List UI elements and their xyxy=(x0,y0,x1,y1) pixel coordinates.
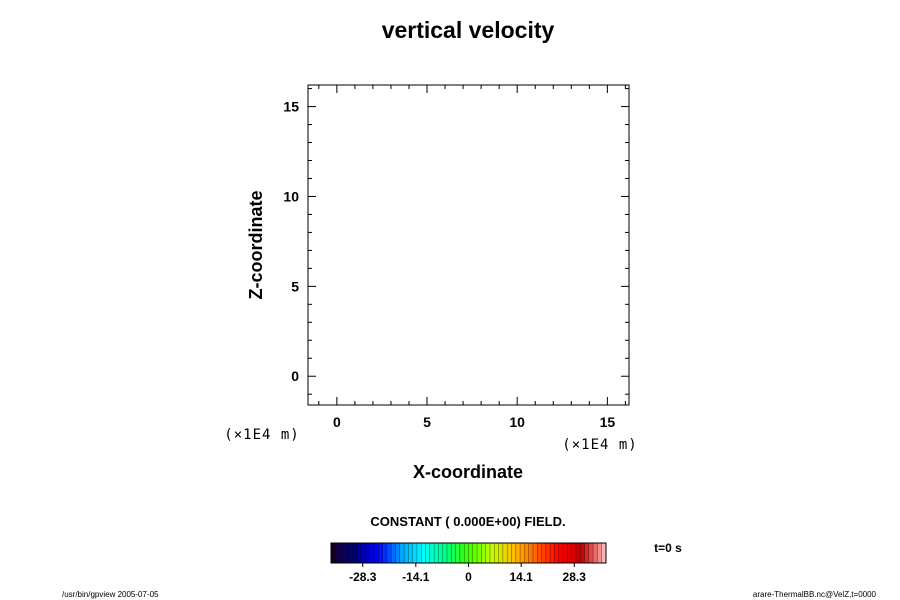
colorbar-swatch xyxy=(348,543,353,563)
colorbar-swatch xyxy=(335,543,340,563)
colorbar-swatch xyxy=(584,543,590,563)
colorbar-swatch xyxy=(558,543,564,563)
colorbar-swatch xyxy=(537,543,542,563)
field-note: CONSTANT ( 0.000E+00) FIELD. xyxy=(370,514,565,529)
x-tick-label: 0 xyxy=(333,414,341,430)
y-tick-label: 5 xyxy=(291,278,299,294)
colorbar-swatch xyxy=(455,543,461,563)
colorbar-swatch xyxy=(421,543,426,563)
colorbar-swatch xyxy=(593,543,598,563)
colorbar-swatch xyxy=(361,543,366,563)
y-axis-unit: (×1E4 m) xyxy=(224,427,299,443)
colorbar-tick-labels: -28.3 -14.1 0 14.1 28.3 xyxy=(349,563,586,584)
colorbar-swatch xyxy=(391,543,396,563)
axis-ticks xyxy=(308,85,629,405)
plot-area xyxy=(307,84,630,406)
colorbar-swatch xyxy=(575,543,581,563)
colorbar-tick-label: 14.1 xyxy=(510,570,534,584)
colorbar-swatch xyxy=(550,543,555,563)
x-tick-label: 10 xyxy=(509,414,525,430)
colorbar-swatch xyxy=(601,543,607,563)
colorbar-swatch xyxy=(494,543,499,563)
colorbar-swatch xyxy=(477,543,482,563)
colorbar-swatch xyxy=(343,543,349,563)
colorbar-swatch xyxy=(464,543,469,563)
colorbar-swatch xyxy=(567,543,572,563)
colorbar-swatch xyxy=(459,543,465,563)
colorbar-swatch xyxy=(331,543,336,563)
colorbar-swatch xyxy=(485,543,491,563)
colorbar-swatch xyxy=(489,543,495,563)
colorbar-swatch xyxy=(520,543,525,563)
colorbar-swatch xyxy=(554,543,560,563)
colorbar-swatch xyxy=(395,543,401,563)
colorbar-swatch xyxy=(434,543,439,563)
colorbar-swatch xyxy=(373,543,379,563)
colorbar-swatch xyxy=(369,543,375,563)
colorbar-swatch xyxy=(416,543,422,563)
footer-left: /usr/bin/gpview 2005-07-05 xyxy=(62,590,159,599)
y-tick-label: 15 xyxy=(283,99,299,115)
colorbar-swatch xyxy=(412,543,418,563)
colorbar-swatch xyxy=(438,543,444,563)
colorbar-swatch xyxy=(472,543,478,563)
colorbar-swatch xyxy=(429,543,435,563)
colorbar-swatch xyxy=(386,543,392,563)
colorbar-swatch xyxy=(404,543,409,563)
x-axis-unit: (×1E4 m) xyxy=(562,437,637,453)
time-label: t=0 s xyxy=(654,541,682,555)
axis-tick-labels: 0 5 10 15 0 5 10 15 xyxy=(283,99,615,430)
colorbar-swatch xyxy=(382,543,388,563)
colorbar-swatch xyxy=(378,543,383,563)
colorbar-swatch xyxy=(545,543,551,563)
colorbar-swatch xyxy=(541,543,547,563)
colorbar-swatch xyxy=(447,543,452,563)
colorbar-swatch xyxy=(507,543,512,563)
colorbar-swatch xyxy=(502,543,508,563)
y-axis-title: Z-coordinate xyxy=(246,190,266,299)
colorbar-swatch xyxy=(515,543,521,563)
colorbar-swatch xyxy=(532,543,538,563)
colorbar-swatch xyxy=(528,543,534,563)
chart-title: vertical velocity xyxy=(382,17,555,43)
y-tick-label: 0 xyxy=(291,368,299,384)
colorbar-swatch xyxy=(442,543,448,563)
colorbar-swatch xyxy=(352,543,358,563)
colorbar-tick-label: 0 xyxy=(465,570,472,584)
x-axis-title: X-coordinate xyxy=(413,462,523,482)
x-tick-label: 5 xyxy=(423,414,431,430)
colorbar-swatch xyxy=(588,543,594,563)
colorbar-swatch xyxy=(597,543,603,563)
colorbar-swatch xyxy=(425,543,431,563)
y-tick-label: 10 xyxy=(283,188,299,204)
colorbar-swatch xyxy=(580,543,585,563)
colorbar-swatch xyxy=(511,543,517,563)
colorbar-tick-label: -14.1 xyxy=(402,570,430,584)
colorbar-swatch xyxy=(339,543,345,563)
colorbar-swatch xyxy=(356,543,362,563)
colorbar-swatch xyxy=(563,543,568,563)
colorbar-tick-label: -28.3 xyxy=(349,570,377,584)
colorbar-swatch xyxy=(408,543,413,563)
colorbar-swatch xyxy=(498,543,504,563)
colorbar-tick-label: 28.3 xyxy=(563,570,587,584)
colorbar-swatch xyxy=(481,543,486,563)
colorbar-swatch xyxy=(399,543,405,563)
footer-right: arare-ThermalBB.nc@VelZ,t=0000 xyxy=(753,590,877,599)
colorbar-swatch xyxy=(524,543,529,563)
x-tick-label: 15 xyxy=(600,414,616,430)
colorbar xyxy=(330,542,607,564)
colorbar-swatch xyxy=(451,543,456,563)
colorbar-swatch xyxy=(571,543,577,563)
colorbar-swatch xyxy=(468,543,474,563)
colorbar-swatch xyxy=(365,543,370,563)
